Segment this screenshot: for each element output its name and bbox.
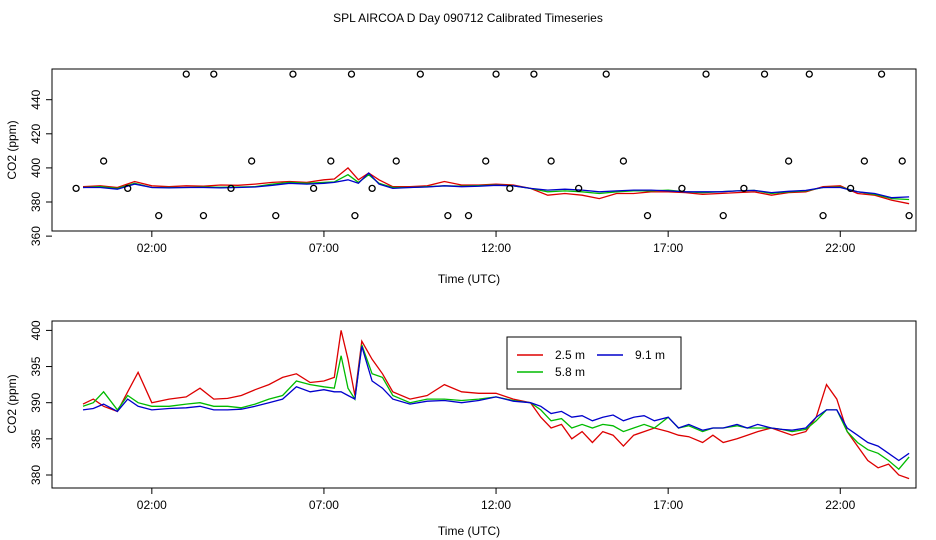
bottom-y-axis-title: CO2 (ppm): [5, 374, 19, 433]
bottom-y-tick-label: 400: [29, 320, 43, 340]
bottom-x-tick-label: 07:00: [309, 498, 339, 512]
top-flag-point: [492, 70, 500, 78]
top-x-tick-label: 02:00: [137, 241, 167, 255]
bottom-plot-frame: [51, 320, 917, 489]
top-flag-point: [819, 212, 827, 220]
top-flag-point: [530, 70, 538, 78]
top-flag-point: [602, 70, 610, 78]
top-flag-point: [247, 157, 256, 165]
top-y-tick-label: 400: [29, 158, 43, 178]
top-x-axis-title: Time (UTC): [438, 272, 500, 286]
panel-bottom: 02:00 07:00 12:00 17:00 22:00 380 385 390 395 400…: [5, 320, 917, 538]
top-flag-point: [719, 212, 727, 220]
bottom-y-tick-label: 390: [29, 392, 43, 412]
legend-box: [506, 336, 682, 390]
top-flag-point: [846, 184, 855, 193]
top-flag-point: [619, 157, 628, 165]
top-x-tick-label: 22:00: [825, 241, 855, 255]
top-flag-point: [464, 212, 473, 220]
top-flag-point: [327, 157, 335, 165]
top-flag-point: [575, 184, 583, 193]
top-flag-point: [702, 70, 710, 78]
top-x-tick-label: 17:00: [653, 241, 683, 255]
top-y-tick-label: 440: [29, 89, 43, 109]
bottom-x-axis-title: Time (UTC): [438, 524, 500, 538]
top-plot-frame: [51, 68, 917, 232]
top-flag-point: [272, 212, 280, 220]
top-flag-point: [643, 212, 652, 220]
bottom-y-tick-label: 395: [29, 356, 43, 376]
top-flag-point: [416, 70, 424, 78]
top-flag-point: [199, 212, 208, 220]
bottom-x-tick-label: 12:00: [481, 498, 511, 512]
bottom-x-tick-label: 22:00: [825, 498, 855, 512]
legend-label-25m: 2.5 m: [555, 348, 585, 362]
bottom-series-line-91m: [82, 346, 910, 462]
top-flag-point: [898, 157, 906, 165]
top-flag-point: [760, 70, 769, 78]
top-flag-point: [289, 70, 297, 78]
legend-label-58m: 5.8 m: [555, 365, 585, 379]
top-y-tick-label: 380: [29, 192, 43, 212]
top-flag-point: [309, 184, 318, 193]
top-flag-point: [182, 70, 190, 78]
top-x-tick-label: 12:00: [481, 241, 511, 255]
top-y-axis-title: CO2 (ppm): [5, 120, 19, 179]
bottom-series-line-25m: [82, 330, 910, 480]
top-flag-point: [347, 70, 356, 78]
legend: 2.5 m 5.8 m 9.1 m: [506, 336, 682, 390]
top-flag-point: [740, 184, 748, 193]
top-flag-point: [99, 157, 108, 165]
top-flag-point: [905, 212, 913, 220]
top-flag-point: [368, 184, 376, 193]
top-flag-point: [124, 184, 132, 193]
top-flag-point: [227, 184, 235, 193]
top-y-tick-label: 420: [29, 123, 43, 143]
bottom-x-tick-label: 17:00: [653, 498, 683, 512]
top-flag-point: [805, 70, 813, 78]
chart-title: SPL AIRCOA D Day 090712 Calibrated Times…: [333, 11, 603, 25]
top-flag-point: [351, 212, 359, 220]
top-flag-point: [678, 184, 686, 193]
bottom-x-tick-label: 02:00: [137, 498, 167, 512]
top-flag-point: [482, 157, 490, 165]
top-flag-point: [444, 212, 452, 220]
panel-top: 02:00 07:00 12:00 17:00 22:00 360 380 400 420 440…: [5, 68, 917, 286]
top-flag-point: [72, 184, 80, 193]
top-flag-point: [860, 157, 869, 165]
top-flag-point: [784, 157, 793, 165]
legend-label-91m: 9.1 m: [635, 348, 665, 362]
top-flag-point: [210, 70, 218, 78]
top-y-tick-label: 360: [29, 226, 43, 246]
top-flag-point: [392, 157, 400, 165]
bottom-series-line-58m: [82, 344, 910, 471]
bottom-y-tick-label: 380: [29, 465, 43, 485]
top-flag-point: [877, 70, 886, 78]
top-flag-point: [547, 157, 555, 165]
top-series-line-91m: [83, 172, 910, 199]
bottom-y-tick-label: 385: [29, 429, 43, 449]
top-flag-point: [155, 212, 163, 220]
top-flag-point: [506, 184, 514, 193]
top-x-tick-label: 07:00: [309, 241, 339, 255]
